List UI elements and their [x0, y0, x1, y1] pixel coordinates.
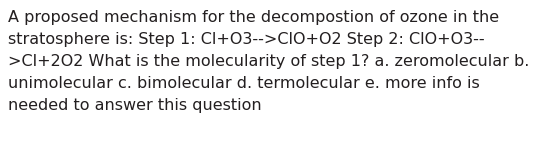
Text: stratosphere is: Step 1: Cl+O3-->ClO+O2 Step 2: ClO+O3--: stratosphere is: Step 1: Cl+O3-->ClO+O2 … — [8, 32, 485, 47]
Text: A proposed mechanism for the decompostion of ozone in the: A proposed mechanism for the decompostio… — [8, 10, 499, 25]
Text: unimolecular c. bimolecular d. termolecular e. more info is: unimolecular c. bimolecular d. termolecu… — [8, 76, 480, 91]
Text: needed to answer this question: needed to answer this question — [8, 98, 262, 113]
Text: >Cl+2O2 What is the molecularity of step 1? a. zeromolecular b.: >Cl+2O2 What is the molecularity of step… — [8, 54, 530, 69]
